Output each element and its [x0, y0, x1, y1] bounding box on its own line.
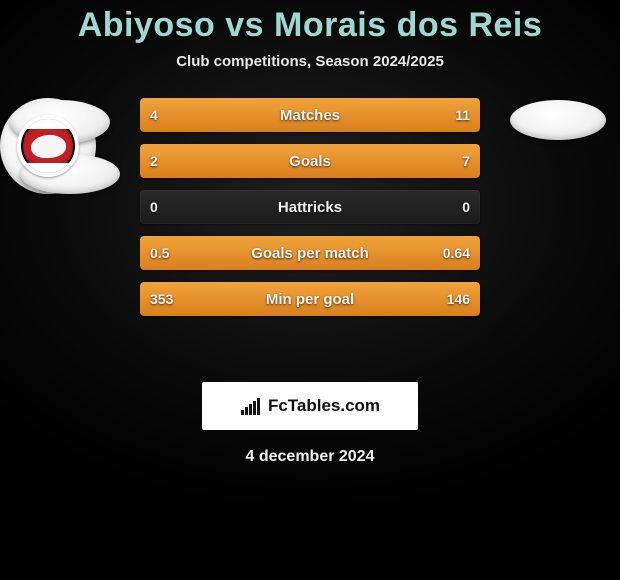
date-label: 4 december 2024 — [0, 448, 620, 466]
stat-value-right: 11 — [455, 98, 470, 132]
stat-row: 2Goals7 — [140, 144, 480, 178]
stat-bars: 4Matches11 2Goals7 0Hattricks0 0.5Goals per… — [140, 98, 480, 316]
bar-chart-icon — [240, 397, 262, 415]
stat-value-right: 0 — [462, 190, 470, 224]
page-title: Abiyoso vs Morais dos Reis — [0, 0, 620, 45]
subtitle: Club competitions, Season 2024/2025 — [0, 53, 620, 70]
stat-row: 0.5Goals per match0.64 — [140, 236, 480, 270]
stat-value-right: 146 — [447, 282, 470, 316]
player-right-badge-1 — [510, 100, 606, 140]
stat-label: Goals per match — [140, 236, 480, 270]
stat-value-right: 7 — [462, 144, 470, 178]
stat-label: Hattricks — [140, 190, 480, 224]
club-crest-icon — [17, 115, 79, 177]
stat-label: Matches — [140, 98, 480, 132]
stat-row: 353Min per goal146 — [140, 282, 480, 316]
stat-label: Min per goal — [140, 282, 480, 316]
comparison-panel: 4Matches11 2Goals7 0Hattricks0 0.5Goals per… — [0, 98, 620, 358]
brand-badge[interactable]: FcTables.com — [202, 382, 418, 430]
stat-row: 0Hattricks0 — [140, 190, 480, 224]
brand-label: FcTables.com — [268, 396, 380, 416]
stat-label: Goals — [140, 144, 480, 178]
stat-row: 4Matches11 — [140, 98, 480, 132]
stat-value-right: 0.64 — [443, 236, 470, 270]
